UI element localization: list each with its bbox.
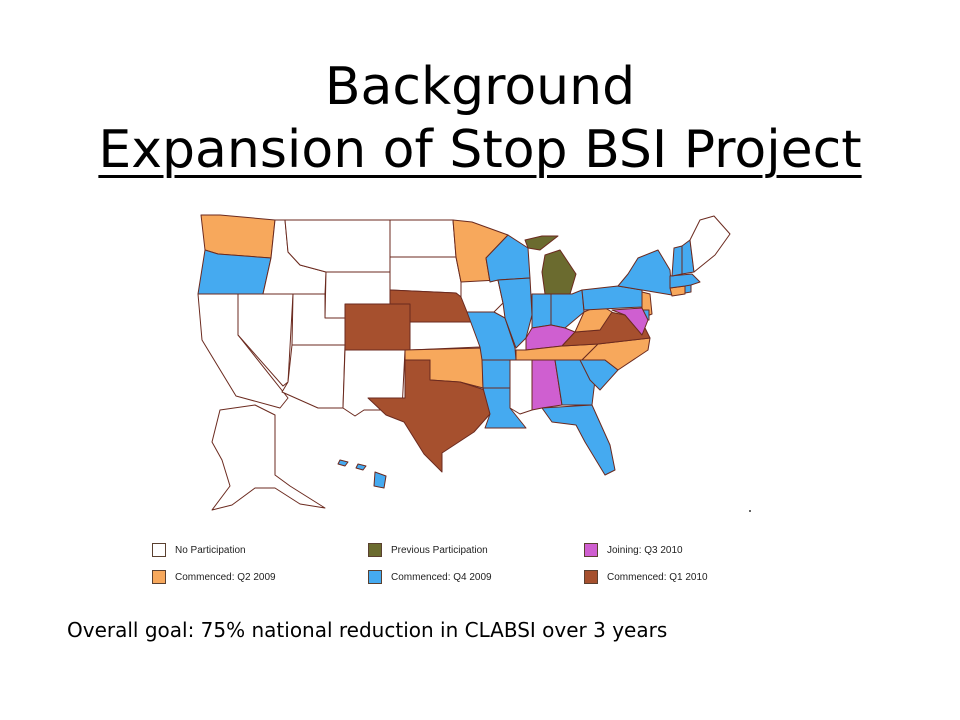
state-PA [581, 285, 643, 311]
map-legend: No Participation Previous Participation … [152, 541, 752, 591]
legend-swatch [584, 570, 598, 584]
state-ME [689, 215, 731, 273]
legend-label: Commenced: Q1 2010 [607, 571, 708, 583]
state-AK [211, 404, 326, 511]
legend-swatch [368, 570, 382, 584]
legend-label: Commenced: Q4 2009 [391, 571, 492, 583]
us-state-participation-map [197, 214, 731, 511]
legend-label: Commenced: Q2 2009 [175, 571, 276, 583]
state-IN [531, 293, 552, 329]
legend-item: Commenced: Q2 2009 [152, 568, 276, 586]
legend-swatch [152, 570, 166, 584]
state-KS [409, 321, 481, 351]
state-MA [669, 273, 701, 289]
goal-statement: Overall goal: 75% national reduction in … [67, 618, 668, 642]
state-HI2 [355, 463, 367, 471]
stray-mark [749, 510, 751, 512]
slide-title-block: Background Expansion of Stop BSI Project [0, 55, 960, 181]
legend-item: No Participation [152, 541, 246, 559]
state-MS [509, 359, 533, 415]
legend-item: Joining: Q3 2010 [584, 541, 683, 559]
state-MI [524, 235, 559, 251]
state-MD [611, 307, 649, 336]
state-NY [617, 249, 673, 296]
slide-subtitle: Expansion of Stop BSI Project [98, 120, 862, 180]
state-HI3 [373, 471, 387, 489]
legend-swatch [152, 543, 166, 557]
legend-item: Commenced: Q4 2009 [368, 568, 492, 586]
legend-label: Previous Participation [391, 544, 488, 556]
state-TX [367, 359, 491, 473]
state-HI [337, 459, 349, 467]
state-GA [554, 359, 596, 406]
state-CO [344, 303, 411, 351]
state-FL [541, 404, 616, 476]
state-IA [460, 279, 504, 313]
legend-label: Joining: Q3 2010 [607, 544, 683, 556]
slide-title: Background [324, 57, 636, 117]
legend-swatch [584, 543, 598, 557]
state-AL [531, 359, 563, 411]
state-WA [200, 214, 276, 259]
state-MI2 [541, 249, 577, 295]
state-VT [671, 245, 683, 277]
legend-label: No Participation [175, 544, 246, 556]
state-MT [284, 219, 391, 273]
legend-item: Commenced: Q1 2010 [584, 568, 708, 586]
state-ND [389, 219, 457, 258]
legend-item: Previous Participation [368, 541, 488, 559]
state-AZ [281, 344, 346, 409]
legend-swatch [368, 543, 382, 557]
state-IL [497, 277, 533, 349]
